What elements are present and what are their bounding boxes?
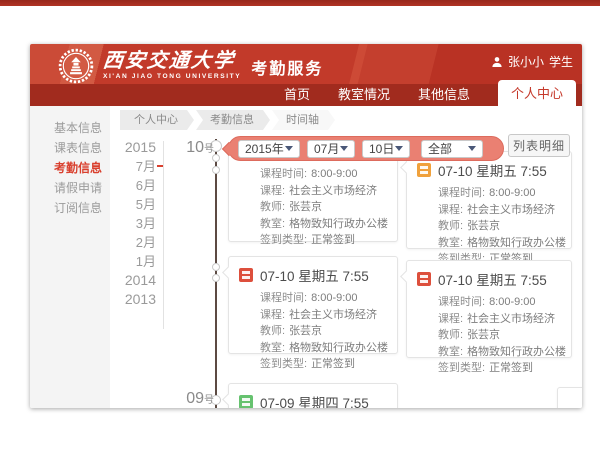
- sidebar-item-attendance[interactable]: 考勤信息: [53, 161, 102, 175]
- card-field: 教室: 格物致知行政办公楼: [438, 345, 567, 358]
- timeline-node: [211, 395, 221, 405]
- chevron-down-icon: [340, 146, 348, 151]
- type-dropdown[interactable]: 全部: [421, 139, 483, 158]
- calendar-green-icon: [239, 395, 253, 408]
- card-field: 签到类型: 正常签到: [260, 358, 356, 370]
- nav-item-home[interactable]: 首页: [283, 87, 310, 102]
- card-field: 教室: 格物致知行政办公楼: [260, 217, 389, 230]
- timeline-nav-may[interactable]: 5月: [135, 197, 156, 212]
- attendance-card[interactable]: 课程时间: 8:00-9:00 课程: 社会主义市场经济 教师: 张芸京 教室: 格物致…: [228, 148, 398, 246]
- nav-item-personal-center[interactable]: 个人中心: [497, 80, 576, 106]
- card-field: 课程时间: 8:00-9:00: [438, 296, 536, 308]
- user-info[interactable]: 张小小 学生: [491, 53, 573, 70]
- sidebar: 基本信息 课表信息 考勤信息 请假申请 订阅信息: [30, 106, 110, 408]
- calendar-red-icon: [417, 272, 431, 286]
- attendance-card[interactable]: 07-10 星期五 7:55 课程时间: 8:00-9:00 课程: 社会主义市场经…: [228, 256, 398, 370]
- nav-item-classrooms[interactable]: 教室情况: [337, 87, 390, 102]
- nav-item-other-info[interactable]: 其他信息: [417, 87, 470, 102]
- breadcrumb-timeline[interactable]: 时间轴: [272, 110, 335, 130]
- card-field: 课程时间: 8:00-9:00: [260, 168, 358, 180]
- timeline-nav-2015[interactable]: 2015: [124, 139, 156, 155]
- filter-bar: 2015年 07月 10日 全部: [228, 136, 504, 161]
- timeline-node: [212, 166, 220, 174]
- card-field: 教师: 张芸京: [260, 201, 323, 213]
- card-field: 教师: 张芸京: [260, 325, 323, 337]
- sidebar-item-basic-info[interactable]: 基本信息: [53, 121, 102, 135]
- app-header: 西安交通大学 XI'AN JIAO TONG UNIVERSITY 考勤服务 张…: [30, 44, 582, 106]
- list-detail-button[interactable]: 列表明细: [508, 134, 570, 157]
- active-month-tick: [157, 165, 163, 167]
- timeline-nav-june[interactable]: 6月: [135, 178, 156, 193]
- card-date: 07-10 星期五 7:55: [438, 273, 547, 288]
- sidebar-item-subscription[interactable]: 订阅信息: [53, 201, 102, 215]
- user-role: 学生: [548, 55, 573, 69]
- timeline-spine: [215, 139, 217, 408]
- timeline-nav-divider: [163, 141, 164, 329]
- card-field: 课程时间: 8:00-9:00: [260, 292, 358, 304]
- card-date: 07-10 星期五 7:55: [438, 164, 547, 179]
- top-accent-strip: [0, 0, 600, 6]
- timeline-nav-july-active[interactable]: 7月: [114, 157, 163, 176]
- card-title-row: 07-10 星期五 7:55: [417, 269, 561, 289]
- card-title-row: 07-10 星期五 7:55: [239, 265, 387, 285]
- timeline-nav-2014[interactable]: 2014: [124, 272, 156, 288]
- partial-card: [557, 387, 582, 408]
- brand: 西安交通大学 XI'AN JIAO TONG UNIVERSITY 考勤服务: [58, 48, 323, 84]
- year-dropdown[interactable]: 2015年: [238, 139, 300, 158]
- chevron-down-icon: [468, 146, 476, 151]
- card-field: 教师: 张芸京: [438, 329, 501, 341]
- chevron-down-icon: [285, 146, 293, 151]
- timeline-nav-january[interactable]: 1月: [135, 254, 156, 269]
- sidebar-item-leave-request[interactable]: 请假申请: [53, 181, 102, 195]
- breadcrumb: 个人中心 考勤信息 时间轴: [118, 110, 335, 130]
- breadcrumb-attendance[interactable]: 考勤信息: [196, 110, 270, 130]
- attendance-card[interactable]: 07-10 星期五 7:55 课程时间: 8:00-9:00 课程: 社会主义市场经…: [406, 151, 572, 265]
- month-dropdown[interactable]: 07月: [307, 139, 355, 158]
- timeline-node: [212, 263, 220, 271]
- university-name-en: XI'AN JIAO TONG UNIVERSITY: [103, 73, 242, 81]
- chevron-down-icon: [395, 146, 403, 151]
- attendance-card[interactable]: 07-09 星期四 7:55: [228, 383, 398, 408]
- day-dropdown[interactable]: 10日: [362, 139, 410, 158]
- main-nav: 首页 教室情况 其他信息 个人中心: [30, 80, 582, 106]
- card-title-row: 07-09 星期四 7:55: [239, 392, 387, 408]
- card-field: 课程: 社会主义市场经济: [260, 308, 378, 321]
- attendance-card[interactable]: 07-10 星期五 7:55 课程时间: 8:00-9:00 课程: 社会主义市场经…: [406, 260, 572, 374]
- card-field: 教室: 格物致知行政办公楼: [438, 236, 567, 249]
- card-field: 教室: 格物致知行政办公楼: [260, 341, 389, 354]
- timeline-node: [210, 140, 222, 152]
- card-field: 签到类型: 正常签到: [260, 234, 356, 246]
- card-field: 课程: 社会主义市场经济: [438, 203, 556, 216]
- calendar-orange-icon: [417, 163, 431, 177]
- user-icon: [492, 56, 502, 67]
- service-title: 考勤服务: [251, 61, 324, 78]
- day-label-10: 10号: [186, 139, 214, 156]
- card-title-row: 07-10 星期五 7:55: [417, 160, 561, 180]
- breadcrumb-personal-center[interactable]: 个人中心: [120, 110, 194, 130]
- timeline-month-nav: 2015 7月 6月 5月 3月 2月 1月 2014 2013: [114, 138, 163, 309]
- timeline-node: [212, 154, 220, 162]
- university-name: 西安交通大学 XI'AN JIAO TONG UNIVERSITY: [101, 50, 242, 81]
- card-date: 07-09 星期四 7:55: [260, 396, 369, 408]
- card-field: 签到类型: 正常签到: [438, 362, 534, 374]
- page-container: 西安交通大学 XI'AN JIAO TONG UNIVERSITY 考勤服务 张…: [30, 44, 582, 408]
- timeline-nav-march[interactable]: 3月: [135, 216, 156, 231]
- card-field: 课程时间: 8:00-9:00: [438, 187, 536, 199]
- university-logo-icon: [58, 48, 94, 84]
- card-field: 课程: 社会主义市场经济: [438, 312, 556, 325]
- user-name: 张小小: [507, 55, 544, 69]
- timeline-node: [212, 274, 220, 282]
- sidebar-item-timetable[interactable]: 课表信息: [53, 141, 102, 155]
- timeline-nav-february[interactable]: 2月: [135, 235, 156, 250]
- card-date: 07-10 星期五 7:55: [260, 269, 369, 284]
- university-name-cn: 西安交通大学: [101, 50, 237, 73]
- card-field: 教师: 张芸京: [438, 220, 501, 232]
- card-field: 课程: 社会主义市场经济: [260, 184, 378, 197]
- day-label-09: 09号: [186, 390, 214, 407]
- timeline-nav-2013[interactable]: 2013: [124, 291, 156, 307]
- calendar-red-icon: [239, 268, 253, 282]
